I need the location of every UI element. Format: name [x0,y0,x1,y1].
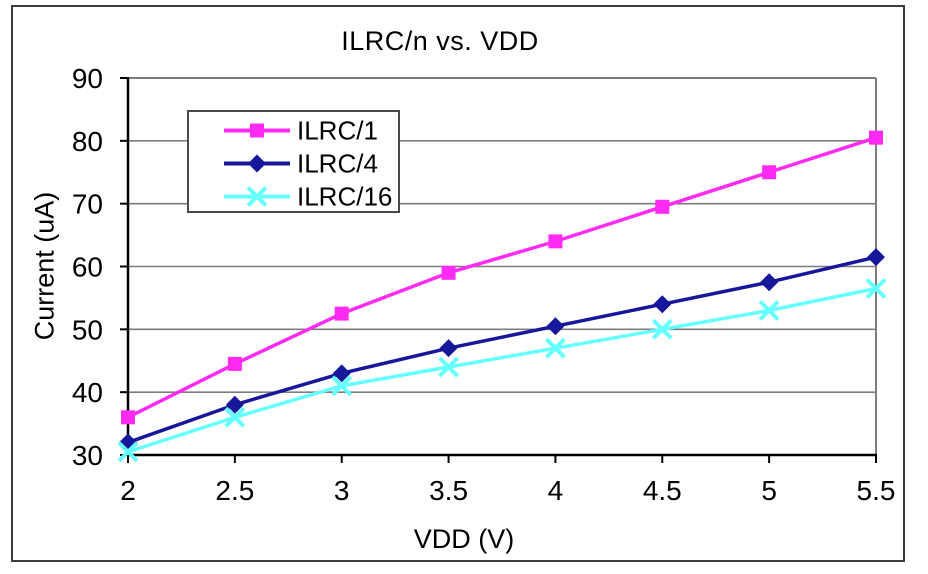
x-tick-label: 4.5 [643,475,682,506]
legend-label-ILRC/1: ILRC/1 [297,116,378,146]
series-marker-ILRC/1 [548,234,563,249]
legend-box [187,110,400,213]
legend-marker-ILRC/1 [250,123,264,138]
chart-title: ILRC/n vs. VDD [341,26,539,56]
series-marker-ILRC/4 [225,395,244,414]
x-tick-label: 5 [761,475,777,506]
x-tick-label: 5.5 [857,475,896,506]
series-marker-ILRC/16 [758,300,780,321]
series-marker-ILRC/16 [651,318,673,340]
x-tick-label: 3.5 [429,475,468,506]
legend-marker-ILRC/16 [246,186,268,207]
y-tick-label: 90 [72,63,103,94]
series-marker-ILRC/1 [762,165,777,180]
y-tick-label: 50 [72,314,103,345]
series-marker-ILRC/4 [653,295,672,314]
series-marker-ILRC/4 [546,317,565,336]
series-line-ILRC/1 [127,136,877,419]
series-marker-ILRC/16 [545,337,566,359]
x-tick-label: 2.5 [215,475,254,506]
series-marker-ILRC/16 [224,406,246,428]
series-line-ILRC/4 [127,255,877,445]
x-axis-title: VDD (V) [413,524,515,554]
x-tick-label: 3 [334,475,350,506]
y-tick-label: 60 [72,252,103,283]
series-marker-ILRC/1 [121,410,135,425]
legend-marker-ILRC/4 [248,154,266,173]
series-marker-ILRC/1 [869,130,883,145]
y-tick-label: 40 [72,377,103,408]
x-tick-label: 2 [120,475,136,506]
series-marker-ILRC/4 [332,364,351,383]
y-tick-label: 80 [72,126,103,157]
y-tick-label: 30 [72,440,103,471]
series-marker-ILRC/1 [334,306,349,321]
series-marker-ILRC/4 [760,273,779,292]
series-marker-ILRC/1 [441,265,456,280]
series-marker-ILRC/16 [331,375,353,397]
series-marker-ILRC/4 [867,248,885,267]
legend-label-ILRC/4: ILRC/4 [297,149,378,179]
series-marker-ILRC/4 [439,339,458,358]
series-marker-ILRC/16 [438,356,459,378]
series-marker-ILRC/16 [117,441,139,463]
series-marker-ILRC/1 [655,199,670,214]
series-marker-ILRC/16 [865,278,887,299]
legend-label-ILRC/16: ILRC/16 [297,182,392,212]
x-tick-label: 4 [548,475,564,506]
y-tick-label: 70 [72,189,103,220]
series-line-ILRC/16 [127,286,877,454]
series-marker-ILRC/1 [227,356,242,371]
